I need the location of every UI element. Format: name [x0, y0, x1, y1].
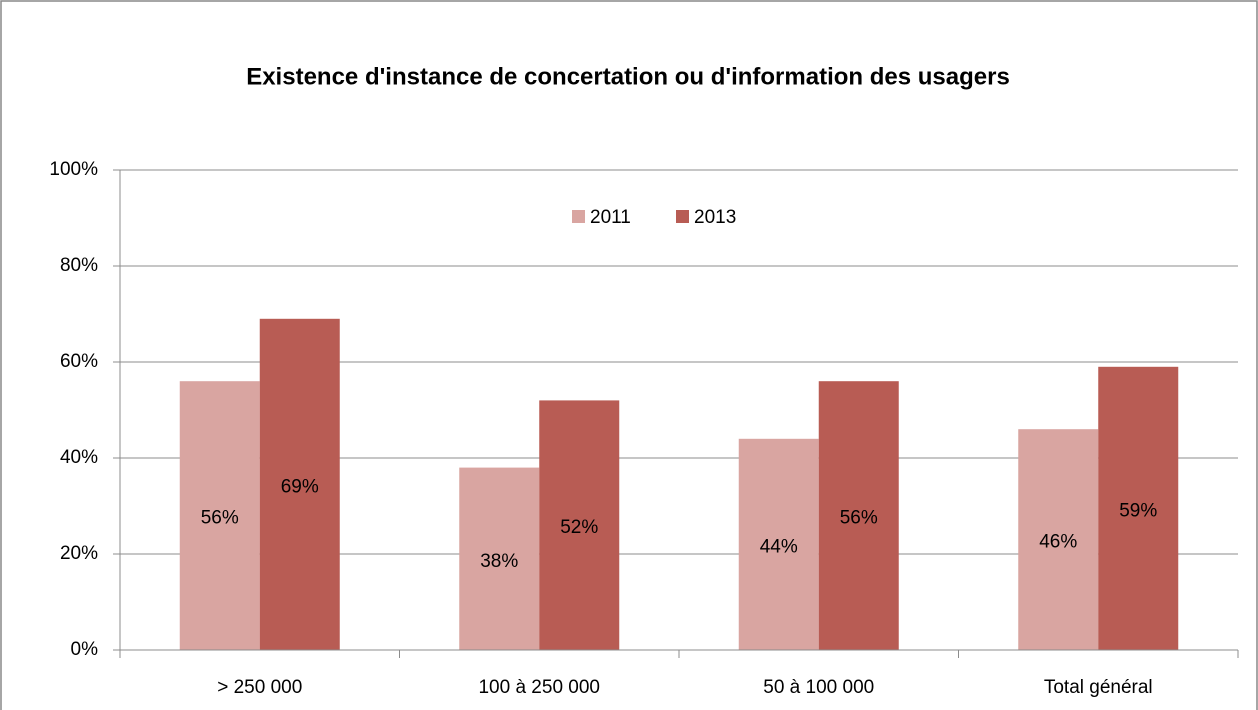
value-label: 38% — [480, 551, 518, 572]
legend-swatch — [572, 210, 585, 223]
y-tick-label: 60% — [60, 351, 98, 372]
x-tick-label: 100 à 250 000 — [478, 677, 600, 698]
x-tick-label: 50 à 100 000 — [763, 677, 874, 698]
value-label: 59% — [1119, 500, 1157, 521]
y-tick-label: 0% — [71, 639, 99, 660]
bar — [539, 400, 620, 650]
bar — [179, 381, 260, 650]
legend-label: 2013 — [694, 207, 736, 228]
value-label: 69% — [281, 476, 319, 497]
y-tick-label: 20% — [60, 543, 98, 564]
y-tick-label: 80% — [60, 255, 98, 276]
bar — [1098, 366, 1179, 650]
legend-swatch — [676, 210, 689, 223]
value-label: 44% — [760, 536, 798, 557]
legend-label: 2011 — [590, 207, 631, 228]
bar — [259, 318, 340, 650]
bar — [738, 438, 819, 650]
value-label: 46% — [1039, 532, 1077, 553]
bar — [459, 467, 540, 650]
x-tick-label: Total général — [1044, 677, 1153, 698]
x-tick-label: > 250 000 — [217, 677, 302, 698]
y-tick-label: 40% — [60, 447, 98, 468]
value-label: 56% — [201, 508, 239, 529]
bar — [1018, 429, 1099, 650]
value-label: 52% — [560, 517, 598, 538]
chart-title: Existence d'instance de concertation ou … — [246, 63, 1010, 90]
bar — [818, 381, 899, 650]
y-tick-label: 100% — [49, 159, 98, 180]
value-label: 56% — [840, 508, 878, 529]
